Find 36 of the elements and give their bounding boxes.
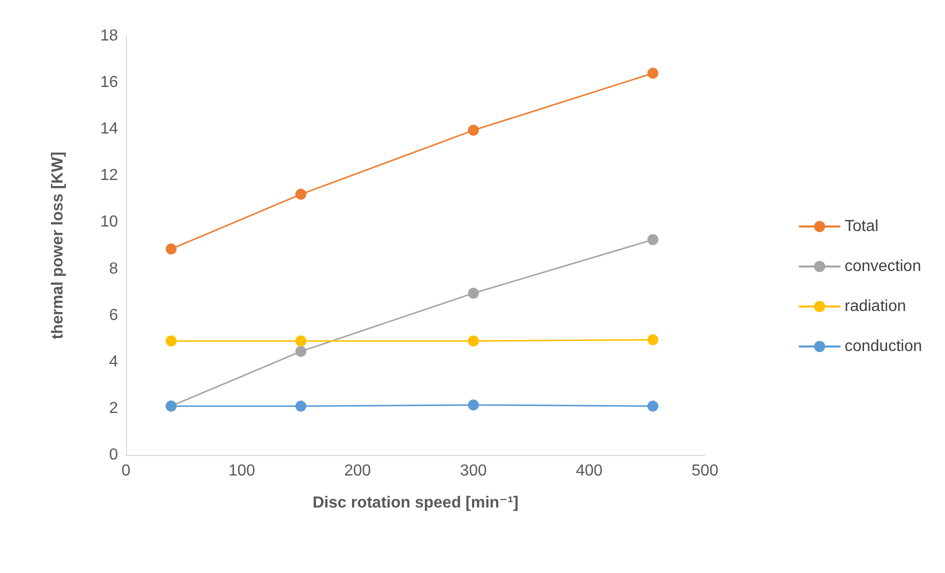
point bbox=[295, 400, 306, 412]
point bbox=[647, 334, 658, 346]
x-axis-title: Disc rotation speed [min⁻¹] bbox=[312, 494, 518, 512]
x-tick-label: 100 bbox=[228, 462, 256, 480]
point bbox=[647, 68, 658, 79]
point bbox=[468, 399, 479, 410]
y-tick-label: 18 bbox=[100, 28, 118, 44]
x-tick-label: 400 bbox=[576, 462, 603, 480]
y-tick-label: 6 bbox=[109, 306, 118, 324]
point bbox=[166, 335, 177, 346]
point bbox=[468, 288, 479, 299]
y-tick-label: 12 bbox=[100, 167, 118, 184]
y-tick-label: 2 bbox=[109, 400, 118, 417]
point bbox=[295, 188, 306, 200]
legend-label: Total bbox=[844, 218, 878, 235]
y-tick-label: 16 bbox=[100, 74, 118, 92]
y-axis-title: thermal power loss [KW] bbox=[50, 152, 66, 340]
x-tick-label: 500 bbox=[692, 462, 718, 480]
x-tick-label: 300 bbox=[460, 462, 487, 480]
y-tick-label: 0 bbox=[109, 446, 118, 464]
legend-label: conduction bbox=[844, 338, 922, 355]
x-tick-label: 0 bbox=[122, 462, 131, 480]
y-tick-label: 8 bbox=[109, 260, 118, 278]
point bbox=[468, 124, 479, 136]
y-tick-label: 14 bbox=[100, 120, 118, 138]
point bbox=[295, 346, 306, 357]
point bbox=[468, 335, 479, 346]
legend-label: radiation bbox=[844, 298, 906, 315]
y-tick-label: 4 bbox=[109, 353, 118, 370]
y-tick-label: 10 bbox=[100, 214, 118, 231]
point bbox=[647, 400, 658, 412]
x-tick-label: 200 bbox=[344, 462, 372, 480]
point bbox=[295, 335, 306, 346]
point bbox=[647, 234, 658, 246]
legend-label: convection bbox=[844, 258, 922, 275]
point bbox=[166, 243, 177, 254]
